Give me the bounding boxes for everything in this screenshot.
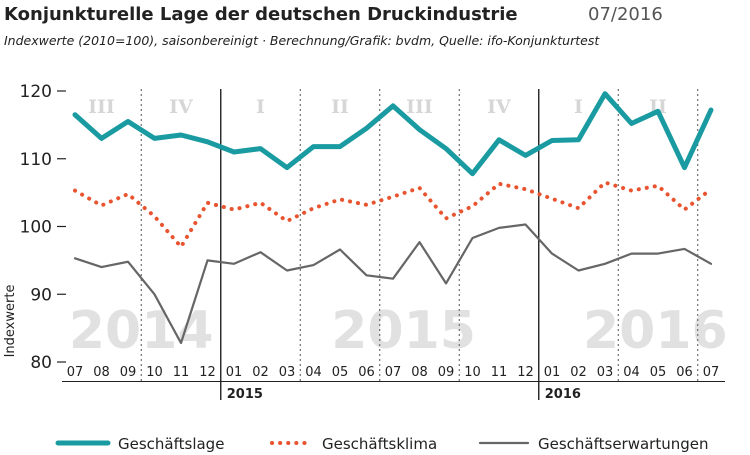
chart-gridlines: [140, 89, 699, 400]
x-tick-label: 08: [93, 365, 110, 380]
legend-label-geschaeftslage: Geschäftslage: [118, 435, 224, 453]
y-tick-label: 120: [20, 82, 52, 102]
chart-legend: Geschäftslage Geschäftsklima Geschäftser…: [55, 435, 709, 453]
chart-period: 07/2016: [588, 4, 663, 25]
x-tick-label: 05: [650, 365, 667, 380]
x-tick-label: 07: [385, 365, 402, 380]
legend-label-geschaeftsklima: Geschäftsklima: [322, 435, 437, 453]
year-marker-2015: 2015: [227, 387, 263, 402]
x-tick-label: 10: [146, 365, 163, 380]
background-year-2016: 2016: [583, 301, 728, 361]
x-tick-label: 06: [358, 365, 375, 380]
background-year-watermarks: 2014 2015 2016: [69, 301, 728, 361]
x-tick-label: 04: [623, 365, 640, 380]
background-year-2015: 2015: [331, 301, 476, 361]
x-tick-label: 11: [491, 365, 508, 380]
y-tick-label: 80: [30, 353, 52, 373]
x-tick-label: 02: [252, 365, 269, 380]
x-tick-label: 04: [305, 365, 322, 380]
quarter-label: II: [331, 96, 349, 118]
x-tick-label: 11: [173, 365, 190, 380]
quarter-labels: III IV I II III IV I II: [88, 96, 667, 118]
legend-label-geschaeftserwartungen: Geschäftserwartungen: [538, 435, 709, 453]
x-axis-ticks: 07 08 09 10 11 12 01 02 03 04 05 06 07 08 09 10 11 12 01 02…: [62, 365, 725, 382]
quarter-label: IV: [487, 96, 512, 118]
x-tick-label: 01: [226, 365, 243, 380]
y-axis-label: Indexwerte: [3, 285, 18, 358]
x-tick-label: 07: [67, 365, 84, 380]
x-tick-label: 08: [411, 365, 428, 380]
year-marker-2016: 2016: [545, 387, 581, 402]
y-tick-label: 110: [20, 150, 52, 170]
x-tick-label: 01: [544, 365, 561, 380]
x-tick-label: 07: [703, 365, 720, 380]
quarter-label: I: [256, 96, 265, 118]
y-axis-ticks: 80 90 100 110 120: [20, 82, 66, 373]
series-line-geschaeftsklima: [73, 180, 713, 249]
x-tick-label: 09: [120, 365, 137, 380]
quarter-label: I: [574, 96, 583, 118]
x-tick-label: 03: [597, 365, 614, 380]
x-tick-label: 10: [464, 365, 481, 380]
y-tick-label: 100: [20, 218, 52, 238]
x-tick-label: 03: [279, 365, 296, 380]
x-tick-label: 12: [517, 365, 534, 380]
y-tick-label: 90: [30, 285, 52, 305]
quarter-label: IV: [169, 96, 194, 118]
chart-subtitle: Indexwerte (2010=100), saisonbereinigt ·…: [4, 33, 600, 48]
x-tick-label: 06: [676, 365, 693, 380]
x-tick-label: 12: [199, 365, 216, 380]
quarter-label: III: [88, 96, 115, 118]
chart-title: Konjunkturelle Lage der deutschen Drucki…: [4, 4, 518, 25]
x-axis-year-markers: 2015 2016: [227, 387, 581, 402]
x-tick-label: 05: [332, 365, 349, 380]
x-tick-label: 02: [570, 365, 587, 380]
chart-series: [72, 91, 714, 345]
quarter-label: III: [406, 96, 433, 118]
x-tick-label: 09: [438, 365, 455, 380]
